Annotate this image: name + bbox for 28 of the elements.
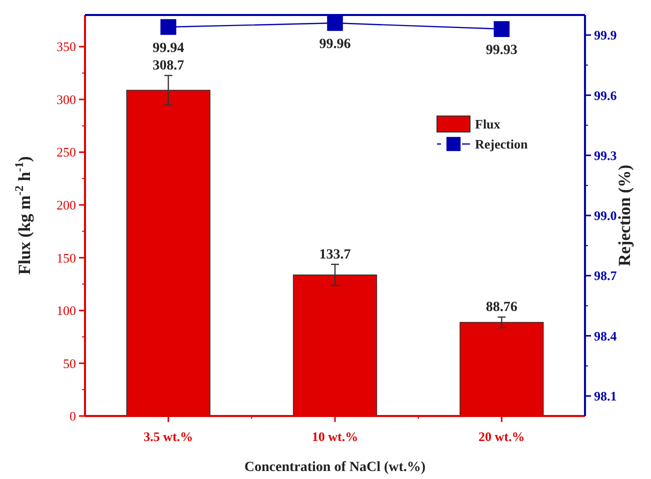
- data-label: 99.93: [486, 43, 518, 58]
- x-tick-label: 20 wt.%: [478, 429, 525, 444]
- y-tick-label: 200: [56, 197, 76, 212]
- y-tick-label: 50: [63, 356, 76, 371]
- y-tick-label: 0: [70, 408, 76, 424]
- x-axis-title: Concentration of NaCl (wt.%): [244, 460, 426, 475]
- legend-label: Rejection: [475, 136, 528, 152]
- y-tick-label: 100: [56, 303, 76, 318]
- y2-tick-label: 99.0: [594, 208, 617, 224]
- y-tick-label: 250: [56, 144, 76, 160]
- y2-axis-title: Rejection (%): [615, 164, 634, 266]
- legend-label: Flux: [475, 116, 501, 132]
- y-tick-label: 350: [56, 39, 76, 54]
- data-label: 88.76: [486, 300, 518, 316]
- x-tick-label: 3.5 wt.%: [144, 429, 194, 444]
- y-tick-label: 150: [56, 250, 76, 266]
- y2-tick-label: 99.3: [594, 148, 618, 163]
- y-tick-label: 300: [56, 92, 76, 107]
- x-tick-label: 10 wt.%: [312, 429, 358, 444]
- data-label: 99.94: [152, 41, 184, 56]
- y2-tick-label: 98.7: [594, 268, 618, 284]
- y2-tick-label: 98.4: [594, 328, 618, 344]
- data-label: 99.96: [319, 37, 351, 52]
- y2-tick-label: 98.1: [594, 388, 617, 404]
- data-label: 133.7: [319, 247, 351, 262]
- y2-tick-label: 99.6: [594, 88, 618, 103]
- y2-tick-label: 99.9: [594, 28, 618, 43]
- data-label: 308.7: [152, 58, 184, 74]
